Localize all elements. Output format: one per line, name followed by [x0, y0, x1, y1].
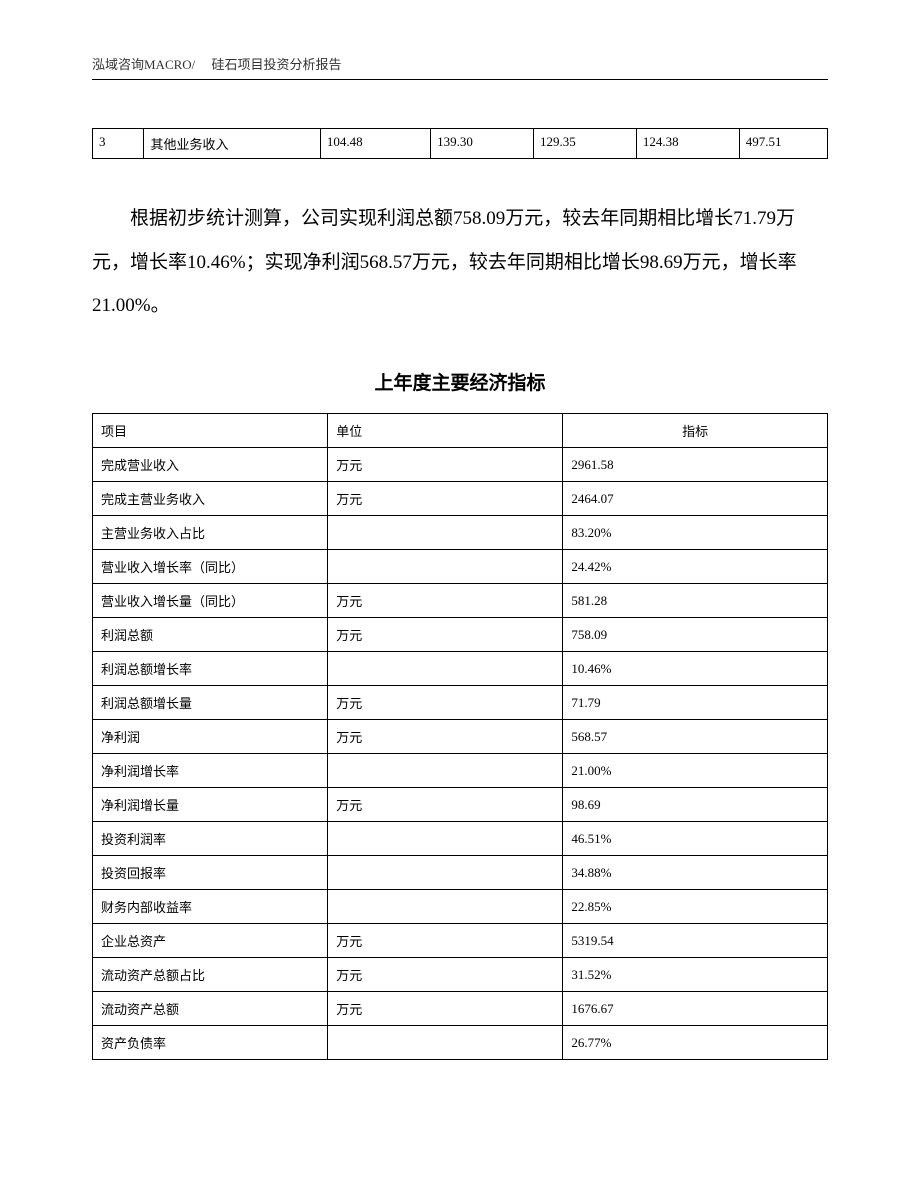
cell-value: 2464.07 [563, 482, 828, 516]
cell-unit: 万元 [328, 686, 563, 720]
table-cell: 其他业务收入 [144, 129, 320, 159]
table-row: 投资回报率 34.88% [93, 856, 828, 890]
cell-item: 流动资产总额占比 [93, 958, 328, 992]
cell-item: 投资回报率 [93, 856, 328, 890]
cell-value: 34.88% [563, 856, 828, 890]
table-row: 资产负债率 26.77% [93, 1026, 828, 1060]
cell-item: 营业收入增长率（同比） [93, 550, 328, 584]
header-value: 指标 [563, 414, 828, 448]
cell-value: 22.85% [563, 890, 828, 924]
table-row: 营业收入增长率（同比） 24.42% [93, 550, 828, 584]
cell-value: 26.77% [563, 1026, 828, 1060]
cell-unit: 万元 [328, 720, 563, 754]
cell-item: 营业收入增长量（同比） [93, 584, 328, 618]
cell-value: 10.46% [563, 652, 828, 686]
cell-unit [328, 516, 563, 550]
table-row: 利润总额万元758.09 [93, 618, 828, 652]
cell-unit [328, 822, 563, 856]
cell-item: 净利润增长率 [93, 754, 328, 788]
table-row: 投资利润率 46.51% [93, 822, 828, 856]
cell-value: 568.57 [563, 720, 828, 754]
cell-value: 21.00% [563, 754, 828, 788]
table-cell: 124.38 [636, 129, 739, 159]
cell-value: 1676.67 [563, 992, 828, 1026]
cell-value: 758.09 [563, 618, 828, 652]
cell-value: 98.69 [563, 788, 828, 822]
cell-unit: 万元 [328, 924, 563, 958]
section-title: 上年度主要经济指标 [92, 368, 828, 395]
cell-item: 资产负债率 [93, 1026, 328, 1060]
economic-indicator-table: 项目 单位 指标 完成营业收入万元2961.58完成主营业务收入万元2464.0… [92, 413, 828, 1060]
table-row: 净利润增长量万元98.69 [93, 788, 828, 822]
cell-unit [328, 652, 563, 686]
table-row: 净利润增长率 21.00% [93, 754, 828, 788]
table-cell: 497.51 [739, 129, 827, 159]
cell-unit: 万元 [328, 482, 563, 516]
cell-value: 31.52% [563, 958, 828, 992]
table-header-row: 项目 单位 指标 [93, 414, 828, 448]
table-row: 营业收入增长量（同比）万元581.28 [93, 584, 828, 618]
header-unit: 单位 [328, 414, 563, 448]
table-row: 完成主营业务收入万元2464.07 [93, 482, 828, 516]
cell-item: 主营业务收入占比 [93, 516, 328, 550]
cell-unit: 万元 [328, 448, 563, 482]
cell-item: 投资利润率 [93, 822, 328, 856]
cell-value: 5319.54 [563, 924, 828, 958]
table-row: 3其他业务收入104.48139.30129.35124.38497.51 [93, 129, 828, 159]
cell-unit [328, 754, 563, 788]
cell-unit [328, 1026, 563, 1060]
table-row: 财务内部收益率 22.85% [93, 890, 828, 924]
cell-unit [328, 550, 563, 584]
cell-value: 46.51% [563, 822, 828, 856]
table-row: 主营业务收入占比 83.20% [93, 516, 828, 550]
cell-item: 利润总额增长量 [93, 686, 328, 720]
cell-unit: 万元 [328, 788, 563, 822]
cell-value: 2961.58 [563, 448, 828, 482]
table-cell: 3 [93, 129, 144, 159]
cell-unit: 万元 [328, 992, 563, 1026]
header-item: 项目 [93, 414, 328, 448]
cell-unit [328, 890, 563, 924]
header-divider [92, 79, 828, 80]
table-row: 利润总额增长量万元71.79 [93, 686, 828, 720]
cell-item: 净利润 [93, 720, 328, 754]
cell-item: 利润总额 [93, 618, 328, 652]
cell-unit: 万元 [328, 618, 563, 652]
small-revenue-table: 3其他业务收入104.48139.30129.35124.38497.51 [92, 128, 828, 159]
table-row: 完成营业收入万元2961.58 [93, 448, 828, 482]
page-header: 泓域咨询MACRO/ 硅石项目投资分析报告 [92, 54, 828, 73]
table-row: 利润总额增长率 10.46% [93, 652, 828, 686]
cell-item: 利润总额增长率 [93, 652, 328, 686]
cell-unit: 万元 [328, 958, 563, 992]
table-cell: 139.30 [431, 129, 534, 159]
table-row: 净利润万元568.57 [93, 720, 828, 754]
cell-item: 财务内部收益率 [93, 890, 328, 924]
cell-item: 流动资产总额 [93, 992, 328, 1026]
cell-value: 24.42% [563, 550, 828, 584]
cell-unit: 万元 [328, 584, 563, 618]
cell-item: 完成营业收入 [93, 448, 328, 482]
table-cell: 104.48 [320, 129, 430, 159]
table-row: 企业总资产万元5319.54 [93, 924, 828, 958]
cell-item: 净利润增长量 [93, 788, 328, 822]
cell-unit [328, 856, 563, 890]
cell-value: 83.20% [563, 516, 828, 550]
table-cell: 129.35 [533, 129, 636, 159]
summary-paragraph: 根据初步统计测算，公司实现利润总额758.09万元，较去年同期相比增长71.79… [92, 197, 828, 328]
cell-value: 581.28 [563, 584, 828, 618]
table-row: 流动资产总额万元1676.67 [93, 992, 828, 1026]
table-row: 流动资产总额占比万元31.52% [93, 958, 828, 992]
cell-item: 完成主营业务收入 [93, 482, 328, 516]
cell-item: 企业总资产 [93, 924, 328, 958]
cell-value: 71.79 [563, 686, 828, 720]
